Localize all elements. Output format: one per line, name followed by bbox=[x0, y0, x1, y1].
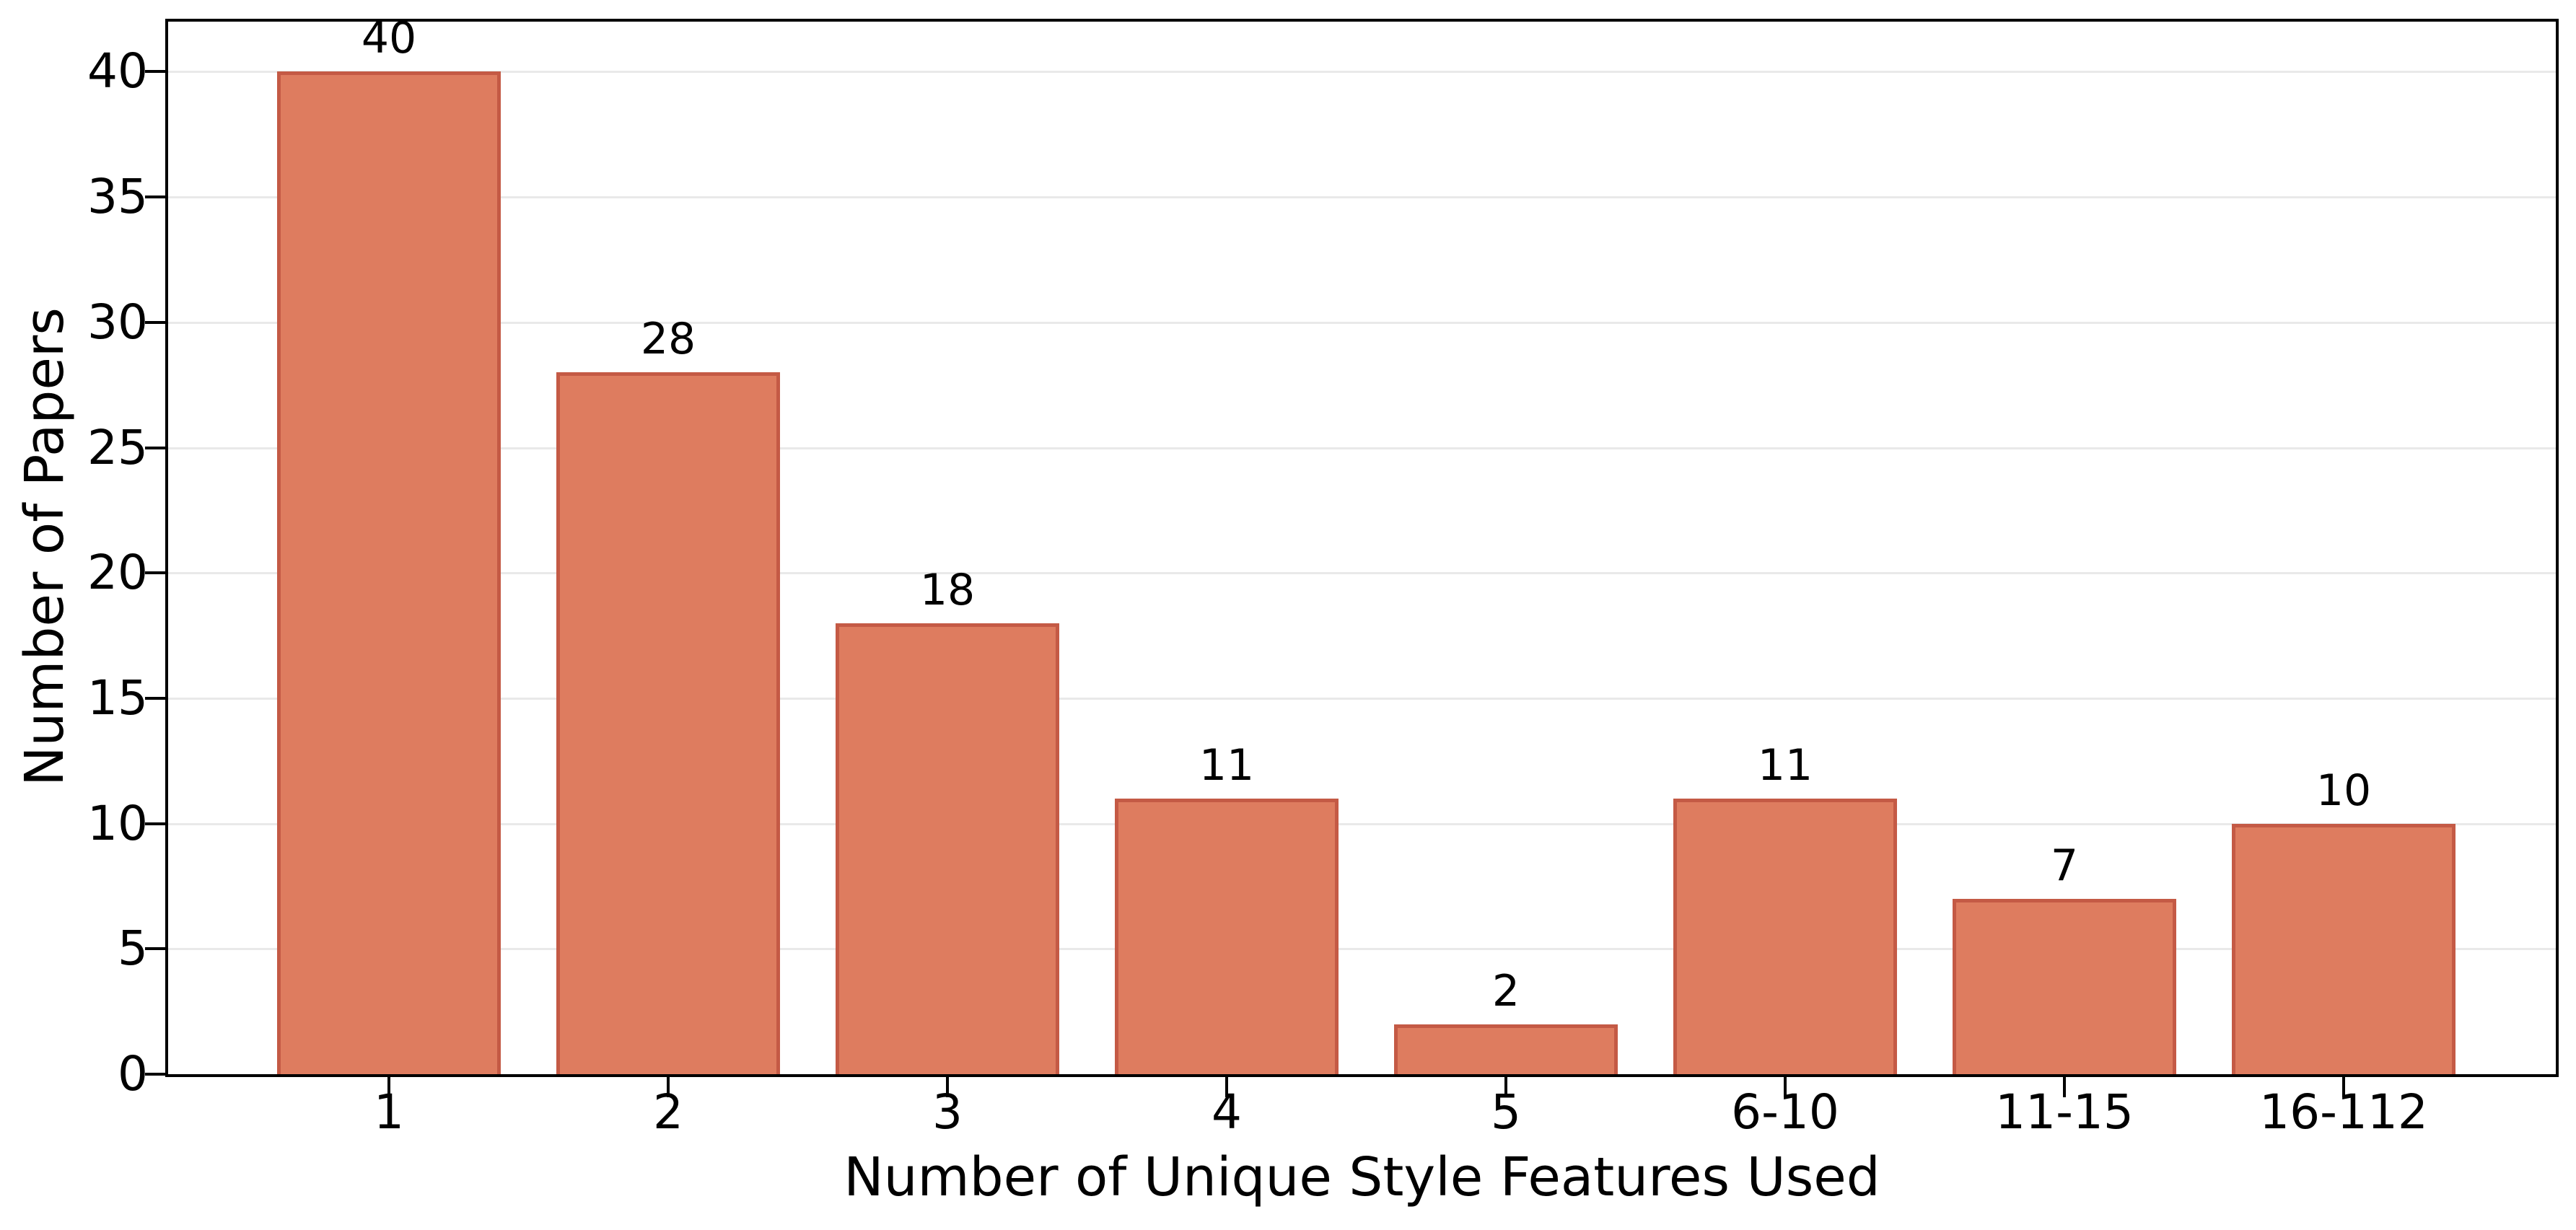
x-tick-mark bbox=[2063, 1077, 2066, 1097]
x-tick-mark bbox=[1225, 1077, 1228, 1097]
x-tick-mark bbox=[387, 1077, 390, 1097]
y-tick-mark bbox=[145, 697, 165, 700]
bar-value-label: 11 bbox=[1199, 740, 1255, 791]
x-tick-mark bbox=[667, 1077, 670, 1097]
y-gridline bbox=[168, 572, 2556, 574]
y-tick-label: 20 bbox=[87, 545, 148, 600]
bar bbox=[1673, 799, 1897, 1074]
x-tick-mark bbox=[946, 1077, 949, 1097]
bar bbox=[1115, 799, 1339, 1074]
y-tick-mark bbox=[145, 822, 165, 825]
y-gridline bbox=[168, 698, 2556, 700]
y-tick-mark bbox=[145, 447, 165, 449]
bar bbox=[556, 372, 780, 1074]
y-gridline bbox=[168, 823, 2556, 825]
y-axis-title: Number of Papers bbox=[14, 307, 76, 786]
bar-value-label: 10 bbox=[2316, 765, 2372, 816]
bar bbox=[277, 71, 501, 1074]
y-tick-mark bbox=[145, 947, 165, 950]
y-tick-mark bbox=[145, 196, 165, 198]
y-tick-mark bbox=[145, 321, 165, 324]
plot-area-spines bbox=[165, 19, 2559, 1077]
x-axis-title: Number of Unique Style Features Used bbox=[844, 1146, 1880, 1208]
bar bbox=[1953, 899, 2176, 1074]
x-tick-mark bbox=[1504, 1077, 1507, 1097]
y-tick-label: 10 bbox=[87, 796, 148, 851]
bar bbox=[2232, 824, 2455, 1074]
bar-value-label: 40 bbox=[361, 13, 417, 63]
y-tick-label: 15 bbox=[87, 670, 148, 726]
bar bbox=[836, 623, 1059, 1074]
y-gridline bbox=[168, 71, 2556, 73]
y-tick-label: 35 bbox=[87, 169, 148, 224]
y-gridline bbox=[168, 948, 2556, 950]
bar-value-label: 2 bbox=[1491, 966, 1520, 1016]
y-tick-label: 25 bbox=[87, 420, 148, 475]
x-tick-mark bbox=[2342, 1077, 2345, 1097]
y-tick-mark bbox=[145, 571, 165, 574]
y-tick-label: 5 bbox=[118, 921, 148, 976]
y-gridline bbox=[168, 322, 2556, 324]
y-tick-label: 30 bbox=[87, 294, 148, 350]
y-gridline bbox=[168, 196, 2556, 198]
bar-value-label: 7 bbox=[2050, 840, 2079, 891]
bar-value-label: 11 bbox=[1757, 740, 1813, 791]
bar bbox=[1394, 1024, 1618, 1074]
y-tick-mark bbox=[145, 1073, 165, 1076]
y-tick-label: 0 bbox=[118, 1046, 148, 1102]
bar-value-label: 28 bbox=[640, 314, 696, 364]
bar-value-label: 18 bbox=[919, 565, 976, 615]
y-gridline bbox=[168, 447, 2556, 449]
y-tick-label: 40 bbox=[87, 43, 148, 99]
x-tick-mark bbox=[1784, 1077, 1787, 1097]
y-tick-mark bbox=[145, 70, 165, 73]
